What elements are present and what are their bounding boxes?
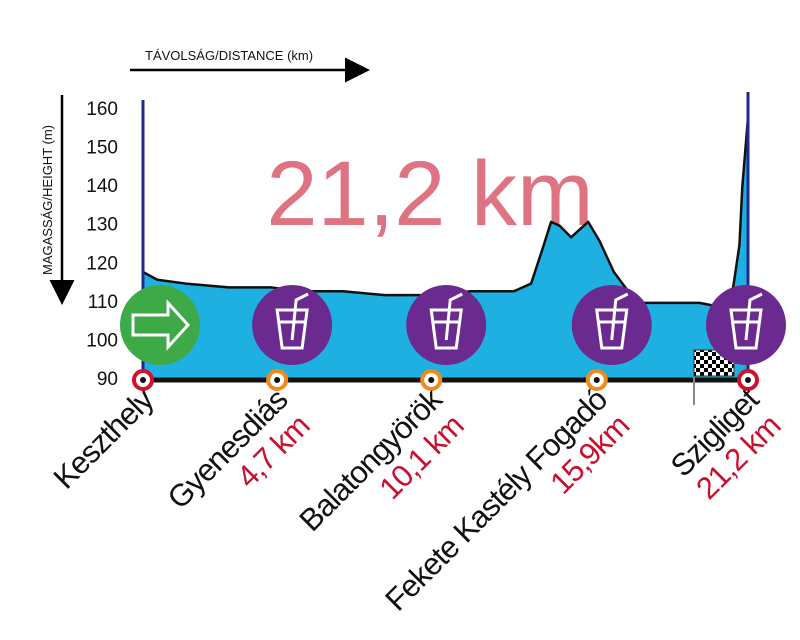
station-dot	[745, 377, 751, 383]
start-icon	[120, 285, 200, 365]
start-arrow	[131, 299, 191, 351]
station-dot	[593, 377, 600, 383]
drink-straw	[744, 292, 763, 341]
drink-straw	[610, 292, 629, 341]
y-tick-label: 90	[97, 369, 118, 390]
station-name: Keszthely	[47, 381, 161, 495]
y-tick-label: 130	[86, 215, 118, 236]
y-axis-title: MAGASSÁG/HEIGHT (m)	[40, 125, 55, 275]
drink-cup	[595, 308, 629, 350]
total-distance: 21,2 km	[266, 143, 593, 245]
y-tick-label: 140	[86, 176, 118, 197]
y-tick-label: 150	[86, 138, 118, 159]
x-axis-title: TÁVOLSÁG/DISTANCE (km)	[145, 48, 313, 63]
drink-straw	[444, 292, 463, 341]
station-dot	[428, 377, 435, 383]
y-tick-label: 120	[86, 253, 118, 274]
station-dot	[140, 377, 146, 383]
y-tick-label: 100	[86, 330, 118, 351]
station-dot	[274, 377, 281, 383]
y-tick-label: 160	[86, 99, 118, 120]
drink-cup	[429, 308, 463, 350]
drink-straw	[290, 292, 309, 341]
y-tick-label: 110	[88, 292, 118, 313]
drink-cup	[275, 308, 309, 350]
drink-cup	[729, 308, 763, 350]
